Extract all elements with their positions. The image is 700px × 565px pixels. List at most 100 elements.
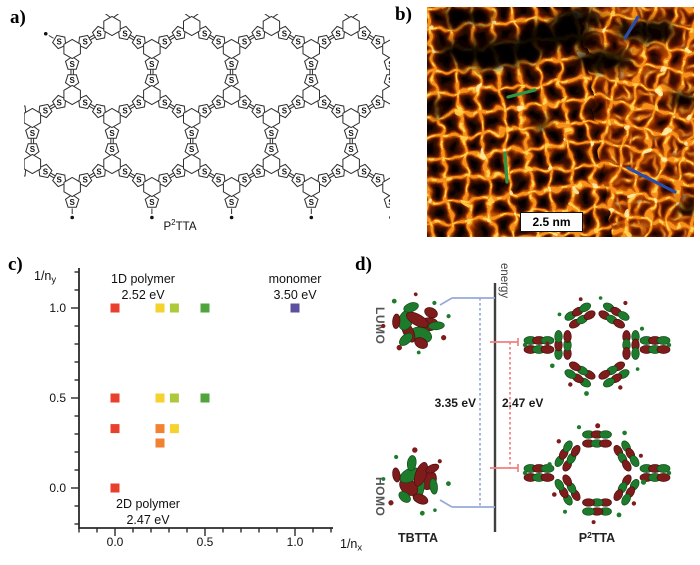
benzene-core [342,107,360,129]
sulfur-atom-label: S [335,167,341,176]
benzene-core [302,176,320,198]
bright-node [686,47,691,52]
bright-node [429,26,434,32]
lumo-label: LUMO [373,307,387,344]
orbital-lobe [622,347,631,360]
orbital-lobe [583,310,596,321]
orbital-lobe [569,361,581,372]
sulfur-atom-label: S [109,145,115,154]
thiophene-ring [224,193,239,208]
orbital-lobe [570,445,581,457]
thiophene-ring [51,94,67,110]
orbital-lobe [613,318,625,329]
orbital-lobe [554,330,563,343]
orbital-dot [591,520,596,525]
orbital-lobe [414,337,428,349]
thiophene-ring [157,94,173,110]
bright-node [690,115,694,120]
thiophene-ring [171,25,186,41]
radical-endgroup-dot [229,215,234,220]
orbital-dot [552,492,557,497]
bright-node [594,226,600,232]
thiophene-ring [25,143,40,158]
sulfur-atom-label: S [216,175,222,184]
sulfur-atom-label: S [30,129,36,138]
benzene-core [342,15,360,37]
annotation-label: monomer [269,272,322,286]
bond-line [368,172,375,177]
bond-line [248,103,256,108]
defect-blob [443,10,491,26]
sulfur-atom-label: S [149,60,155,69]
thiophene-ring [237,34,252,50]
thiophene-ring [64,74,80,89]
orbital-lobe [598,369,611,380]
thiophene-ring [25,124,40,139]
orbital-lobe [621,459,632,472]
benzene-core [262,15,281,37]
monomer-unit: SSS [24,143,53,179]
benzene-core [63,38,81,60]
monomer-unit: SSS [330,143,372,179]
sulfur-atom-label: S [176,29,182,38]
sulfur-atom-label: S [361,106,367,115]
sulfur-atom-label: S [83,98,89,107]
benzene-core [342,153,360,175]
thiophene-ring [330,163,346,179]
sulfur-atom-label: S [122,106,128,115]
bright-node [624,208,631,215]
sulfur-atom-label: S [57,37,63,46]
bright-node [546,145,551,150]
orbital-dot [550,363,555,369]
sulfur-atom-label: S [83,37,89,46]
orbital-dot [381,323,386,329]
sulfur-atom-label: S [176,106,182,115]
sulfur-atom-label: S [189,145,195,154]
sulfur-atom-label: S [361,29,367,38]
sulfur-atom-label: S [269,14,275,16]
thiophene-ring [117,163,133,179]
orbital-dot [576,425,582,430]
monomer-unit: SSS [131,74,173,110]
benzene-core [143,176,161,198]
sulfur-atom-label: S [149,198,155,207]
bright-node [518,104,524,110]
thiophene-ring [91,103,107,119]
orbital-dot [578,297,583,302]
panel-c: c) 1.0 0.5 0.0 0.0 0.5 1.0 1/ny 1/nx 1D polymer 2… [0,250,390,565]
thiophene-ring [104,143,120,158]
sulfur-atom-label: S [162,37,168,46]
thiophene-ring [211,172,226,188]
sulfur-atom-label: S [229,198,235,207]
p2tta-name-sup: 2 [587,530,592,540]
benzene-core [302,38,320,60]
orbital-dot [416,350,421,355]
orbital-dot [441,335,447,341]
orbital-dot [666,342,672,348]
orbital-lobe [582,498,595,507]
thiophene-ring [144,193,160,208]
benzene-core [63,84,81,106]
sulfur-atom-label: S [388,60,390,69]
bond-line [167,34,175,39]
bright-node [559,97,565,104]
orbital-lobe [398,491,411,503]
bright-node [651,105,658,112]
benzene-core [183,15,201,37]
orbital-lobe [392,313,401,329]
bright-node [448,7,452,9]
monomer-unit: SSS [24,103,53,139]
panel-a-label: a) [10,7,26,28]
bright-node [480,149,486,156]
sulfur-atom-label: S [242,37,248,46]
bright-node [427,199,431,205]
orbital-dot [556,439,561,444]
data-point-red [110,393,120,403]
molecule-label-sup: 2 [171,218,176,227]
bright-node [509,189,516,196]
orbital-dot [640,479,647,485]
